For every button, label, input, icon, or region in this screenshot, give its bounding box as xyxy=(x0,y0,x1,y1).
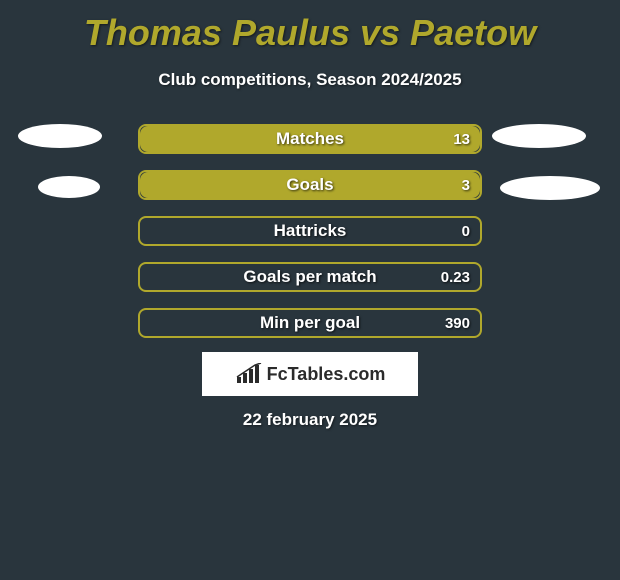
bar-label: Matches xyxy=(140,129,480,149)
bar-row: Matches 13 xyxy=(0,124,620,154)
page-title: Thomas Paulus vs Paetow xyxy=(0,0,620,54)
stat-bar: Goals 3 xyxy=(138,170,482,200)
bar-value: 390 xyxy=(445,315,470,332)
bar-label: Min per goal xyxy=(140,313,480,333)
stat-bar: Goals per match 0.23 xyxy=(138,262,482,292)
bar-label: Goals xyxy=(140,175,480,195)
bar-label: Goals per match xyxy=(140,267,480,287)
bar-row: Hattricks 0 xyxy=(0,216,620,246)
bar-value: 0.23 xyxy=(441,269,470,286)
page-subtitle: Club competitions, Season 2024/2025 xyxy=(0,70,620,90)
bar-value: 3 xyxy=(462,177,470,194)
chart-icon xyxy=(235,363,263,385)
bar-row: Goals per match 0.23 xyxy=(0,262,620,292)
logo-text: FcTables.com xyxy=(267,364,386,385)
stat-bar: Min per goal 390 xyxy=(138,308,482,338)
bar-value: 0 xyxy=(462,223,470,240)
logo-box: FcTables.com xyxy=(202,352,418,396)
bar-row: Goals 3 xyxy=(0,170,620,200)
stat-bar: Matches 13 xyxy=(138,124,482,154)
date-line: 22 february 2025 xyxy=(0,410,620,430)
bar-label: Hattricks xyxy=(140,221,480,241)
bar-row: Min per goal 390 xyxy=(0,308,620,338)
stat-bar: Hattricks 0 xyxy=(138,216,482,246)
bar-value: 13 xyxy=(453,131,470,148)
